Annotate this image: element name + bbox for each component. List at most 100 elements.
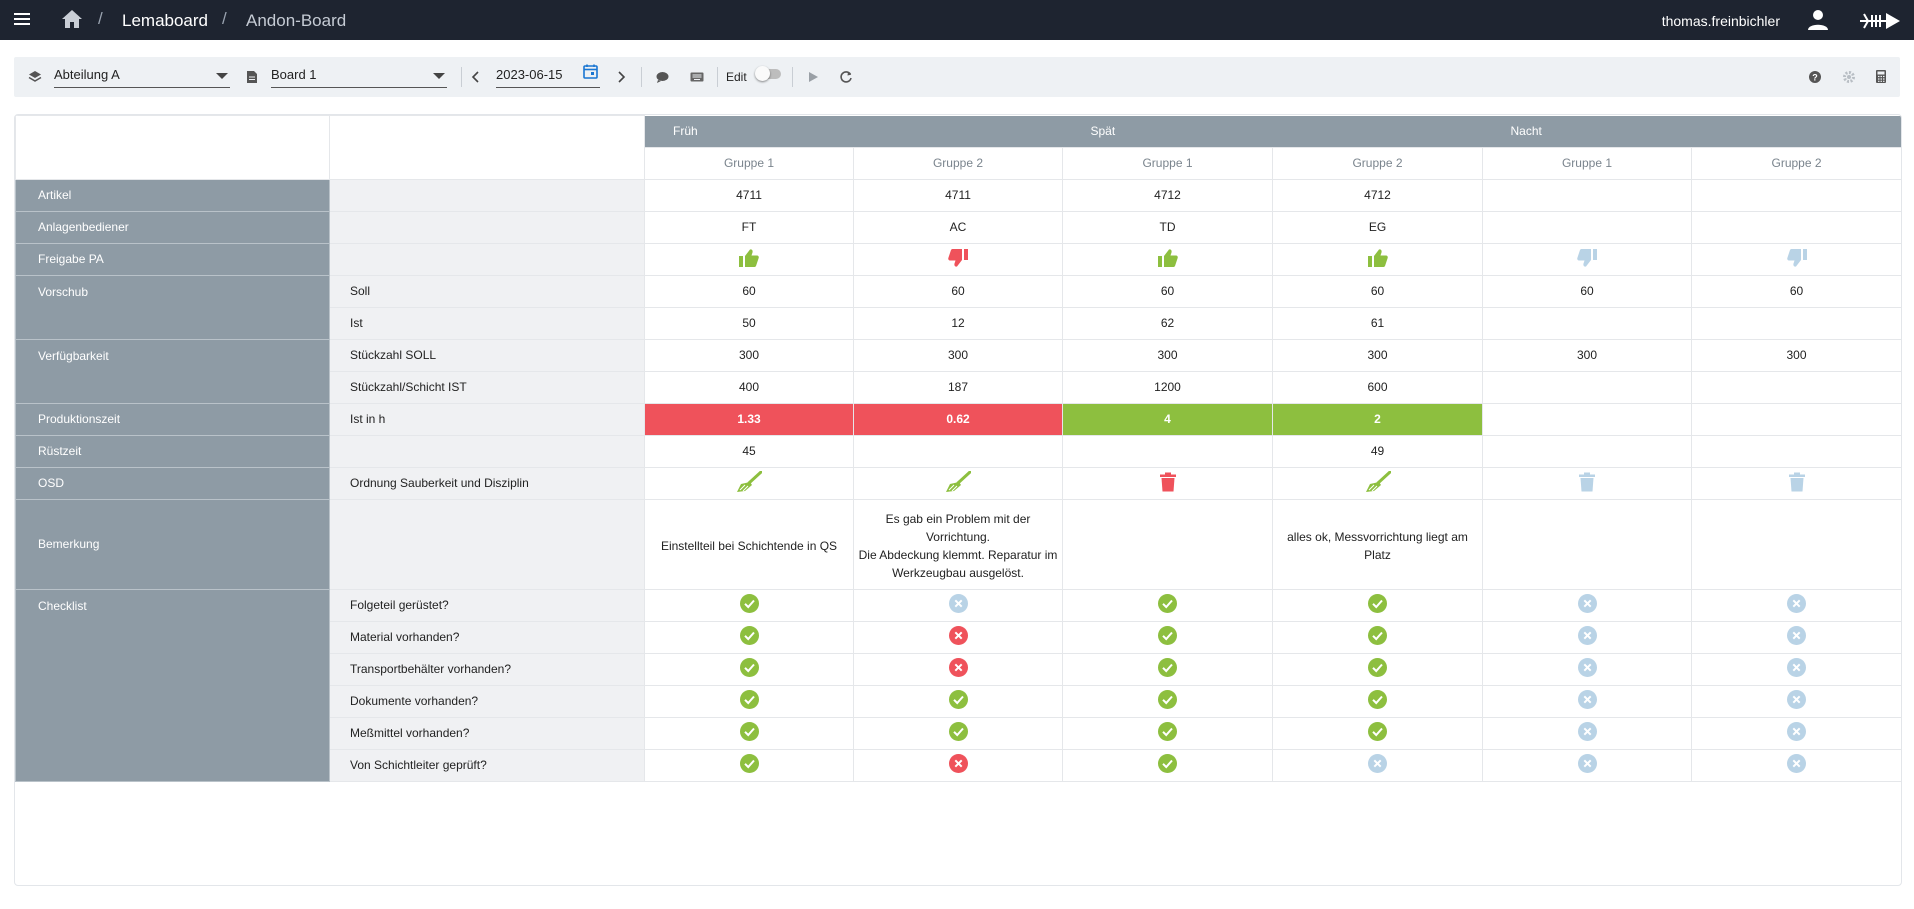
board-cell[interactable]: [853, 620, 1063, 654]
board-cell[interactable]: 4711: [853, 178, 1063, 212]
board-cell[interactable]: [644, 588, 854, 622]
play-icon[interactable]: [808, 71, 819, 83]
chevron-right-icon[interactable]: [616, 71, 626, 83]
board-cell[interactable]: [1482, 588, 1692, 622]
comment-icon[interactable]: [656, 71, 669, 83]
board-cell[interactable]: 60: [1272, 274, 1483, 308]
date-picker[interactable]: 2023-06-15: [496, 64, 600, 88]
department-select[interactable]: Abteilung A: [54, 64, 230, 88]
board-cell[interactable]: [1690, 242, 1901, 276]
board-cell[interactable]: [1482, 210, 1692, 244]
board-cell[interactable]: [644, 748, 854, 782]
board-cell[interactable]: [853, 716, 1063, 750]
board-cell[interactable]: [1272, 716, 1483, 750]
remark-cell[interactable]: [1482, 498, 1692, 590]
home-icon[interactable]: [60, 8, 84, 30]
board-cell[interactable]: [644, 242, 854, 276]
board-cell[interactable]: 300: [853, 338, 1063, 372]
board-cell[interactable]: [853, 466, 1063, 500]
calendar-icon[interactable]: [583, 64, 598, 79]
edit-toggle[interactable]: [755, 66, 781, 81]
remark-cell[interactable]: Es gab ein Problem mit der Vorrichtung. D…: [853, 498, 1063, 590]
remark-cell[interactable]: alles ok, Messvorrichtung liegt am Platz: [1272, 498, 1483, 590]
board-cell[interactable]: [1482, 748, 1692, 782]
board-cell[interactable]: [1062, 466, 1273, 500]
board-cell[interactable]: 60: [644, 274, 854, 308]
board-select[interactable]: Board 1: [271, 64, 447, 88]
board-cell[interactable]: [1272, 588, 1483, 622]
board-cell[interactable]: [1482, 684, 1692, 718]
board-cell[interactable]: [1690, 370, 1901, 404]
board-cell[interactable]: [1690, 620, 1901, 654]
board-cell[interactable]: [644, 684, 854, 718]
settings-icon[interactable]: [1842, 70, 1856, 84]
board-cell[interactable]: [853, 748, 1063, 782]
board-cell[interactable]: [853, 652, 1063, 686]
board-cell[interactable]: [644, 716, 854, 750]
board-cell[interactable]: [1690, 748, 1901, 782]
board-cell[interactable]: 49: [1272, 434, 1483, 468]
board-cell[interactable]: [644, 620, 854, 654]
board-cell[interactable]: [1062, 748, 1273, 782]
board-cell[interactable]: [1272, 466, 1483, 500]
board-cell[interactable]: [1482, 402, 1692, 436]
board-cell[interactable]: [1272, 748, 1483, 782]
board-cell[interactable]: 60: [1482, 274, 1692, 308]
board-cell[interactable]: [853, 242, 1063, 276]
board-cell[interactable]: [1690, 466, 1901, 500]
board-cell[interactable]: [1272, 684, 1483, 718]
board-cell[interactable]: 60: [1690, 274, 1901, 308]
chevron-left-icon[interactable]: [471, 71, 481, 83]
board-cell[interactable]: [1482, 434, 1692, 468]
board-cell[interactable]: 61: [1272, 306, 1483, 340]
board-cell[interactable]: AC: [853, 210, 1063, 244]
remark-cell[interactable]: [1062, 498, 1273, 590]
board-cell[interactable]: 300: [1482, 338, 1692, 372]
board-cell[interactable]: [1062, 652, 1273, 686]
board-cell[interactable]: 62: [1062, 306, 1273, 340]
board-cell[interactable]: [1482, 178, 1692, 212]
board-cell[interactable]: 400: [644, 370, 854, 404]
board-cell[interactable]: [853, 684, 1063, 718]
board-cell[interactable]: [1690, 402, 1901, 436]
help-icon[interactable]: ?: [1808, 70, 1822, 84]
board-cell[interactable]: [1690, 652, 1901, 686]
board-cell[interactable]: 4712: [1272, 178, 1483, 212]
board-cell[interactable]: [1482, 620, 1692, 654]
board-cell[interactable]: TD: [1062, 210, 1273, 244]
board-cell[interactable]: 300: [1272, 338, 1483, 372]
board-cell[interactable]: 1200: [1062, 370, 1273, 404]
board-cell[interactable]: [1690, 434, 1901, 468]
board-cell[interactable]: 300: [1062, 338, 1273, 372]
board-cell[interactable]: [1062, 620, 1273, 654]
board-cell[interactable]: [1690, 306, 1901, 340]
refresh-icon[interactable]: [839, 70, 853, 84]
board-cell[interactable]: [1272, 620, 1483, 654]
board-cell[interactable]: [1062, 434, 1273, 468]
remark-cell[interactable]: [1690, 498, 1901, 590]
board-cell[interactable]: 60: [853, 274, 1063, 308]
board-cell[interactable]: [1062, 684, 1273, 718]
board-cell[interactable]: [1482, 652, 1692, 686]
board-cell[interactable]: 45: [644, 434, 854, 468]
board-cell[interactable]: 0.62: [853, 402, 1063, 436]
board-cell[interactable]: [1062, 588, 1273, 622]
board-cell[interactable]: [1482, 466, 1692, 500]
board-cell[interactable]: [644, 652, 854, 686]
account-icon[interactable]: [1806, 8, 1830, 32]
remark-cell[interactable]: Einstellteil bei Schichtende in QS: [644, 498, 854, 590]
username[interactable]: thomas.freinbichler: [1661, 13, 1780, 29]
board-cell[interactable]: [1690, 716, 1901, 750]
board-cell[interactable]: [1062, 242, 1273, 276]
board-cell[interactable]: [1482, 370, 1692, 404]
board-cell[interactable]: [1062, 716, 1273, 750]
calculator-icon[interactable]: [1875, 69, 1887, 84]
board-cell[interactable]: 300: [1690, 338, 1901, 372]
board-cell[interactable]: [1690, 210, 1901, 244]
board-cell[interactable]: [644, 466, 854, 500]
board-cell[interactable]: [1272, 242, 1483, 276]
board-cell[interactable]: 1.33: [644, 402, 854, 436]
board-cell[interactable]: 2: [1272, 402, 1483, 436]
board-cell[interactable]: 300: [644, 338, 854, 372]
board-cell[interactable]: [1482, 306, 1692, 340]
